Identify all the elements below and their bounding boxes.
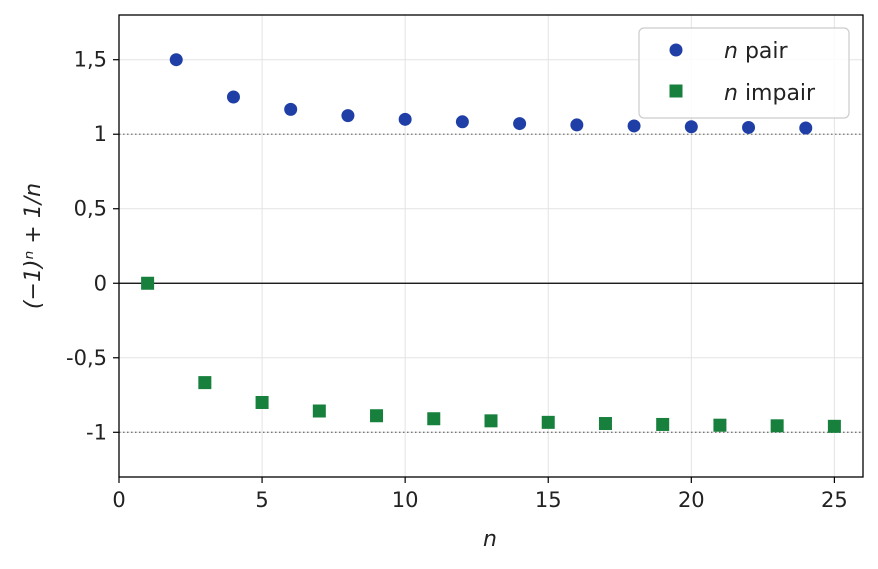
point-n-impair — [255, 395, 269, 409]
legend-box — [638, 27, 850, 119]
point-n-pair — [398, 112, 412, 126]
point-n-impair — [370, 409, 384, 423]
point-n-pair — [169, 53, 183, 67]
plot-frame — [118, 14, 864, 478]
legend-word: pair — [738, 39, 789, 64]
x-axis-label: n — [483, 527, 497, 552]
point-n-impair — [827, 419, 841, 433]
point-n-pair — [799, 121, 813, 135]
x-tick-label: 10 — [392, 488, 419, 512]
x-tick-label: 15 — [535, 488, 562, 512]
reference-lines — [119, 133, 863, 433]
y-tick-label: -1 — [86, 420, 107, 444]
point-n-impair — [541, 415, 555, 429]
point-n-impair — [141, 276, 155, 290]
y-tick-label: 0,5 — [74, 197, 107, 221]
point-n-pair — [684, 120, 698, 134]
point-n-pair — [455, 115, 469, 129]
point-n-impair — [713, 418, 727, 432]
point-n-impair — [598, 417, 612, 431]
point-n-pair — [570, 118, 584, 132]
point-n-impair — [312, 404, 326, 418]
point-n-impair — [770, 419, 784, 433]
y-tick-label: -0,5 — [66, 346, 107, 370]
point-n-pair — [513, 117, 527, 131]
legend-var: n — [724, 39, 738, 64]
x-tick-label: 0 — [112, 488, 125, 512]
point-n-impair — [198, 376, 212, 390]
point-n-impair — [656, 417, 670, 431]
y-tick-label: 1 — [94, 122, 107, 146]
data-points — [141, 53, 841, 433]
x-tick-label: 20 — [678, 488, 705, 512]
y-tick-label: 1,5 — [74, 48, 107, 72]
legend-marker-n-pair — [669, 43, 683, 57]
y-axis-label: (−1)ⁿ + 1/n — [21, 183, 46, 309]
x-tick-label: 25 — [821, 488, 848, 512]
point-n-pair — [226, 90, 240, 104]
point-n-pair — [341, 109, 355, 123]
legend-label-n-pair: n pair — [724, 39, 789, 64]
y-tick-label: 0 — [94, 271, 107, 295]
point-n-pair — [742, 120, 756, 134]
point-n-impair — [427, 412, 441, 426]
legend-label-n-impair: n impair — [724, 81, 816, 106]
axis-ticks: 0 5 10 15 20 25 -1 -0,5 0 0,5 1 1,5 — [66, 48, 848, 512]
legend-word: impair — [738, 81, 816, 106]
point-n-pair — [284, 102, 298, 116]
legend-var: n — [724, 81, 738, 106]
legend: n pair n impair — [638, 27, 850, 119]
point-n-pair — [627, 119, 641, 133]
legend-marker-n-impair — [669, 84, 683, 98]
x-tick-label: 5 — [255, 488, 268, 512]
point-n-impair — [484, 414, 498, 428]
